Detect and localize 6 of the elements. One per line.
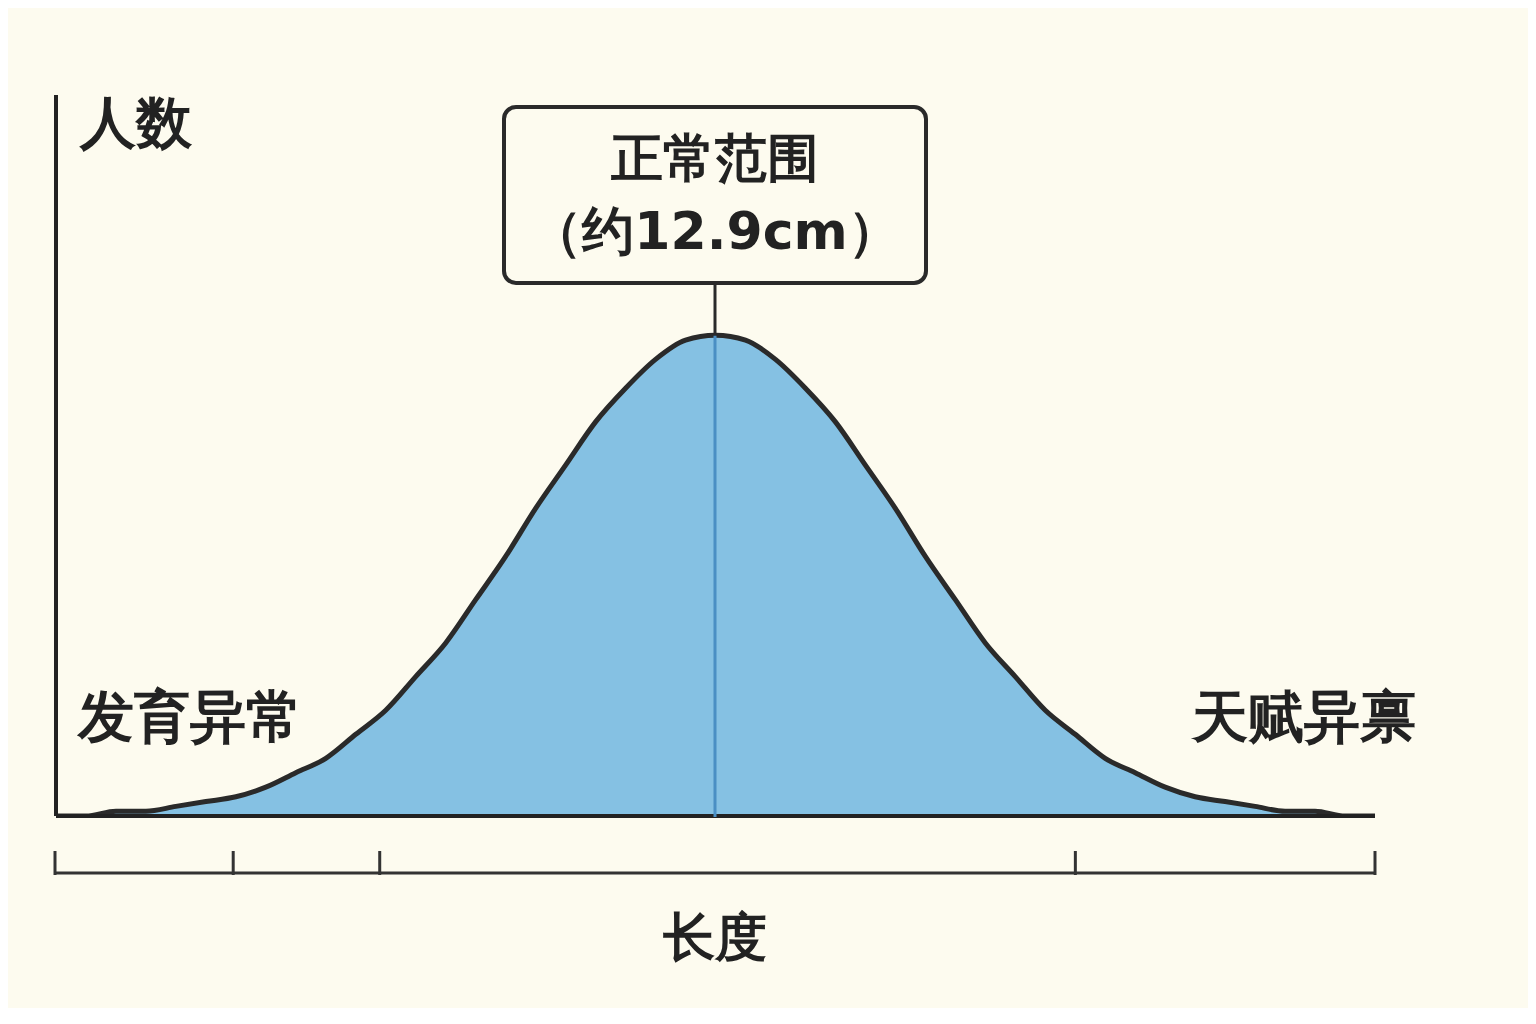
annotation: 天赋异禀 [1192, 683, 1416, 751]
y-axis-title: 人数 [80, 89, 192, 157]
annotation: 发育异常 [78, 683, 302, 751]
text: 正常范围 [611, 127, 819, 191]
x-axis-title: 长度 [662, 906, 768, 969]
text: （约12.9cm） [530, 200, 900, 263]
